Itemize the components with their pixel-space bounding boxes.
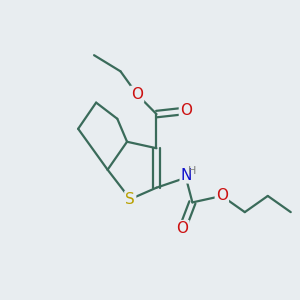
Text: O: O — [131, 87, 143, 102]
Text: O: O — [216, 188, 228, 203]
Text: S: S — [125, 192, 135, 207]
Text: O: O — [180, 103, 192, 118]
Text: O: O — [176, 221, 188, 236]
Text: H: H — [188, 166, 196, 176]
Text: N: N — [180, 168, 192, 183]
